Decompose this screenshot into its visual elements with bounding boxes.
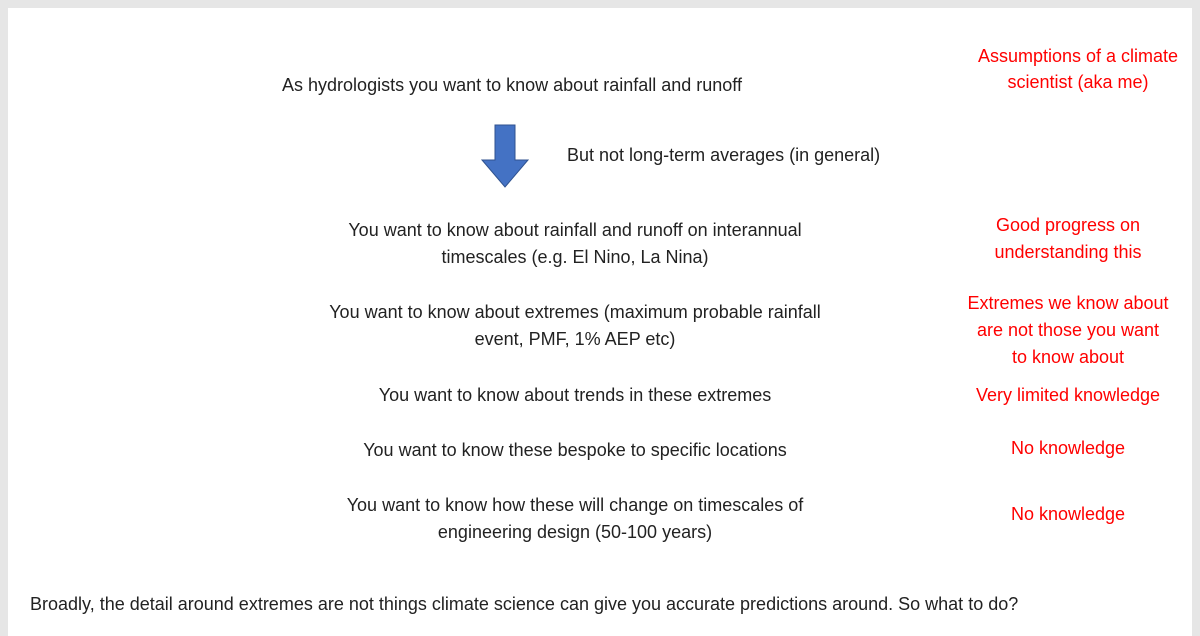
assumptions-note: Assumptions of a climate xyxy=(977,46,1179,66)
item-note: understanding this xyxy=(994,241,1142,262)
assumptions-note: scientist (aka me) xyxy=(1007,72,1149,92)
item-text: You want to know how these will change o… xyxy=(346,494,804,515)
footer-text: Broadly, the detail around extremes are … xyxy=(30,594,1019,614)
item-text: You want to know these bespoke to specif… xyxy=(363,440,787,460)
arrow-note: But not long-term averages (in general) xyxy=(567,145,881,165)
item-note: Very limited knowledge xyxy=(975,385,1161,405)
down-arrow xyxy=(480,124,530,188)
item-text: You want to know about extremes (maximum… xyxy=(329,301,821,322)
item-note: to know about xyxy=(1011,347,1125,367)
item-text: You want to know about rainfall and runo… xyxy=(348,219,802,240)
item-note: are not those you want xyxy=(976,320,1160,340)
intro-text: As hydrologists you want to know about r… xyxy=(282,75,742,95)
item-note: No knowledge xyxy=(1010,504,1126,524)
item-text: timescales (e.g. El Nino, La Nina) xyxy=(441,246,709,267)
item-note: Extremes we know about xyxy=(967,293,1169,313)
item-text: You want to know about trends in these e… xyxy=(378,385,772,405)
slide: As hydrologists you want to know about r… xyxy=(8,8,1192,636)
item-text: engineering design (50-100 years) xyxy=(437,521,713,542)
item-note: No knowledge xyxy=(1010,438,1126,458)
item-text: event, PMF, 1% AEP etc) xyxy=(474,328,676,349)
item-note: Good progress on xyxy=(995,214,1141,235)
